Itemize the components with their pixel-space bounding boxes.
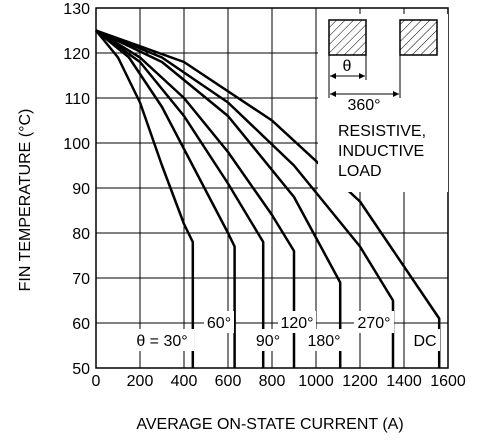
series-line-1 — [95, 29, 236, 368]
y-tick-label: 110 — [64, 91, 90, 108]
curve-label-60: 60° — [207, 315, 231, 332]
curve-label-bg-180 — [305, 329, 343, 351]
y-tick-label: 50 — [72, 361, 90, 378]
curve-label-bg-270 — [354, 311, 394, 333]
curve-label-dc: DC — [413, 333, 436, 350]
x-tick-label: 1600 — [430, 373, 466, 390]
curve-label-120: 120° — [280, 315, 313, 332]
x-tick-label: 1000 — [298, 373, 334, 390]
y-tick-label: 130 — [63, 1, 90, 18]
x-tick-label: 600 — [215, 373, 242, 390]
y-tick-label: 70 — [72, 271, 90, 288]
waveform-legend: θ 360° RESISTIVE, INDUCTIVE LOAD — [318, 14, 448, 192]
curve-label-90: 90° — [256, 333, 280, 350]
curve-label-bg-90 — [253, 329, 283, 351]
y-axis-title: FIN TEMPERATURE (°C) — [17, 109, 34, 292]
curve-labels: θ = 30° 60° 90° 120° 180° 270° DC — [130, 311, 440, 351]
x-tick-label: 200 — [127, 373, 154, 390]
curve-label-180: 180° — [307, 333, 340, 350]
curve-label-bg-60 — [204, 311, 234, 333]
curve-label-bg-120 — [278, 311, 316, 333]
x-tick-label: 800 — [259, 373, 286, 390]
y-tick-label: 100 — [63, 136, 90, 153]
series-line-4 — [95, 29, 342, 368]
y-tick-label: 120 — [63, 46, 90, 63]
curve-label-bg-dc — [410, 329, 440, 351]
curve-label-270: 270° — [357, 315, 390, 332]
series-line-6 — [95, 29, 441, 368]
curve-label-30: θ = 30° — [136, 333, 187, 350]
series-line-2 — [95, 29, 265, 368]
y-tick-label: 60 — [72, 316, 90, 333]
series-line-3 — [95, 29, 296, 368]
y-tick-label: 80 — [72, 226, 90, 243]
x-axis-title: AVERAGE ON-STATE CURRENT (A) — [136, 416, 403, 433]
series-line-5 — [95, 29, 395, 368]
curve-label-bg-30 — [130, 329, 194, 351]
x-tick-label: 0 — [92, 373, 101, 390]
series-line-0 — [95, 29, 195, 368]
y-tick-label: 90 — [72, 181, 90, 198]
x-tick-labels: 0 200 400 600 800 1000 1200 1400 1600 — [92, 373, 466, 390]
load-line-3: LOAD — [338, 163, 382, 180]
y-tick-labels: 50 60 70 80 90 100 110 120 130 — [63, 1, 90, 378]
load-line-2: INDUCTIVE — [338, 143, 424, 160]
x-tick-label: 1400 — [386, 373, 422, 390]
x-tick-label: 400 — [171, 373, 198, 390]
curves — [95, 29, 441, 368]
pulse-2-hatched — [399, 19, 438, 56]
load-line-1: RESISTIVE, — [338, 123, 426, 140]
pulse-1-hatched — [328, 19, 367, 56]
period-label: 360° — [347, 97, 380, 114]
x-tick-label: 1200 — [342, 373, 378, 390]
theta-label: θ — [343, 58, 352, 75]
